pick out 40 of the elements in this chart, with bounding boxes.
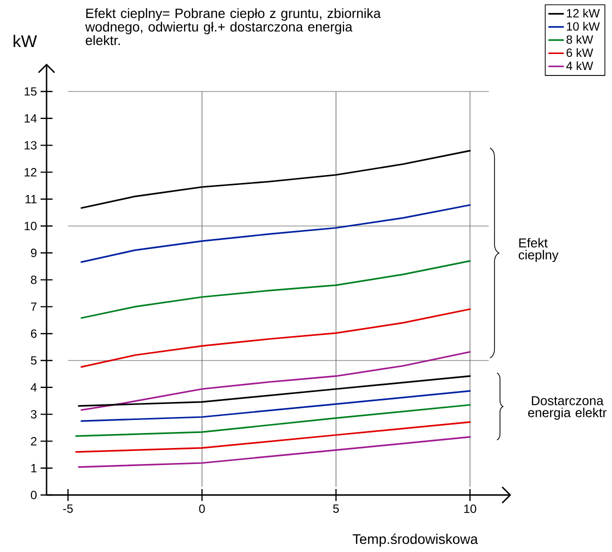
y-tick-label: 2 bbox=[31, 437, 36, 446]
y-tick-label: 7 bbox=[31, 302, 36, 311]
x-tick-label: 5 bbox=[333, 504, 339, 513]
y-tick-label: 15 bbox=[24, 87, 37, 96]
y-tick-label: 6 bbox=[31, 329, 37, 338]
line-series bbox=[75, 404, 471, 437]
y-tick-label: 3 bbox=[30, 410, 37, 419]
text: Efekt cieplny bbox=[518, 238, 558, 262]
x-axis-title: Temp.środowiskowa bbox=[352, 534, 478, 547]
line-series bbox=[78, 375, 471, 407]
x-tick-label: 0 bbox=[199, 504, 205, 513]
line-series bbox=[80, 390, 471, 422]
y-tick-label: 1 bbox=[31, 464, 36, 472]
y-axis-title: kW bbox=[14, 34, 37, 48]
text: Dostarczona energia elektr bbox=[528, 396, 607, 420]
x-tick-label: -5 bbox=[63, 504, 73, 513]
line-series bbox=[80, 351, 471, 411]
y-tick-label: 5 bbox=[30, 356, 37, 365]
text: Efekt cieplny= Pobrane ciepło z gruntu, zbiornika wodnego, odwiertu gł.+ dostarczona energia elektr. bbox=[85, 8, 381, 46]
x-tick-label: 10 bbox=[464, 504, 476, 513]
y-tick-label: 9 bbox=[30, 248, 36, 258]
y-tick-label: 8 bbox=[30, 276, 37, 284]
legend-label: 4 kW bbox=[566, 61, 594, 70]
y-tick-label: 13 bbox=[24, 141, 37, 150]
legend-label: 6 kW bbox=[566, 48, 594, 57]
line-series bbox=[75, 421, 471, 453]
line-series bbox=[80, 308, 471, 368]
line-series bbox=[78, 436, 471, 468]
legend-label: 8 kW bbox=[566, 35, 594, 44]
line-series bbox=[80, 150, 471, 209]
legend-label: 12 kW bbox=[566, 8, 600, 18]
line-series bbox=[80, 260, 471, 319]
y-tick-label: 4 bbox=[30, 383, 37, 392]
y-tick-label: 0 bbox=[30, 490, 37, 500]
y-tick-label: 14 bbox=[24, 114, 37, 123]
line-series bbox=[80, 204, 471, 263]
y-tick-label: 12 bbox=[24, 168, 36, 176]
y-tick-label: 10 bbox=[24, 222, 37, 230]
y-tick-label: 11 bbox=[26, 194, 36, 204]
legend-label: 10 kW bbox=[566, 22, 600, 31]
